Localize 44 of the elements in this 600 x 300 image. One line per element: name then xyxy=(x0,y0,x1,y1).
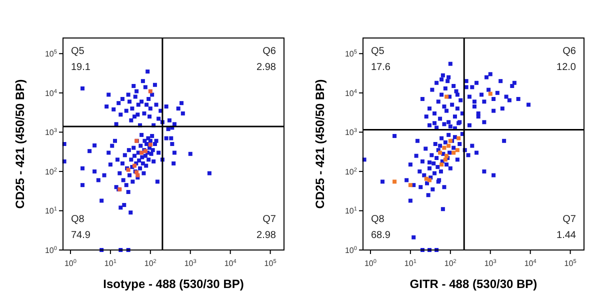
annotation: Q7 xyxy=(262,214,276,225)
y-axis-title: CD25 - 421 (450/50 BP) xyxy=(313,79,327,209)
x-tick-label: 10$^{0}$ xyxy=(64,259,76,268)
y-tick-label: 10$^{3}$ xyxy=(344,128,357,138)
x-tick-label: 10$^{4}$ xyxy=(524,259,536,268)
y-tick-label: 10$^{2}$ xyxy=(44,167,57,176)
y-tick-label: 10$^{4}$ xyxy=(44,88,57,98)
annotation: 1.44 xyxy=(556,230,576,241)
x-tick-label: 10$^{4}$ xyxy=(224,259,236,268)
x-tick-label: 10$^{5}$ xyxy=(564,259,576,268)
annotation: Q6 xyxy=(562,46,576,57)
y-tick-label: 10$^{3}$ xyxy=(44,128,57,138)
x-tick-label: 10$^{2}$ xyxy=(144,259,156,268)
y-tick-label: 10$^{0}$ xyxy=(344,246,357,255)
x-tick-label: 10$^{1}$ xyxy=(104,259,116,268)
y-tick-label: 10$^{5}$ xyxy=(44,50,57,59)
x-tick-label: 10$^{5}$ xyxy=(264,259,276,268)
x-tick-label: 10$^{3}$ xyxy=(184,259,196,268)
annotation: Q8 xyxy=(371,214,385,225)
x-axis-title: Isotype - 488 (530/30 BP) xyxy=(103,277,244,291)
y-tick-label: 10$^{1}$ xyxy=(344,206,357,216)
y-tick-label: 10$^{0}$ xyxy=(44,246,57,255)
annotation: 2.98 xyxy=(256,62,276,73)
x-tick-label: 10$^{1}$ xyxy=(404,259,416,268)
annotation: Q5 xyxy=(71,46,85,57)
annotation: Q6 xyxy=(262,46,276,57)
annotation: 2.98 xyxy=(256,230,276,241)
y-tick-label: 10$^{5}$ xyxy=(344,50,357,59)
x-axis-title: GITR - 488 (530/30 BP) xyxy=(410,277,538,291)
x-tick-label: 10$^{2}$ xyxy=(444,259,456,268)
annotation: Q7 xyxy=(562,214,576,225)
y-tick-label: 10$^{4}$ xyxy=(344,88,357,98)
y-axis-title: CD25 - 421 (450/50 BP) xyxy=(13,79,27,209)
y-tick-label: 10$^{2}$ xyxy=(344,167,357,176)
x-tick-label: 10$^{3}$ xyxy=(484,259,496,268)
annotation: 19.1 xyxy=(71,62,91,73)
annotation: Q5 xyxy=(371,46,385,57)
annotation: 12.0 xyxy=(556,62,576,73)
annotation: 74.9 xyxy=(71,230,91,241)
annotation: 68.9 xyxy=(371,230,391,241)
annotation: Q8 xyxy=(71,214,85,225)
annotation: 17.6 xyxy=(371,62,391,73)
x-tick-label: 10$^{0}$ xyxy=(364,259,376,268)
y-tick-label: 10$^{1}$ xyxy=(44,206,57,216)
